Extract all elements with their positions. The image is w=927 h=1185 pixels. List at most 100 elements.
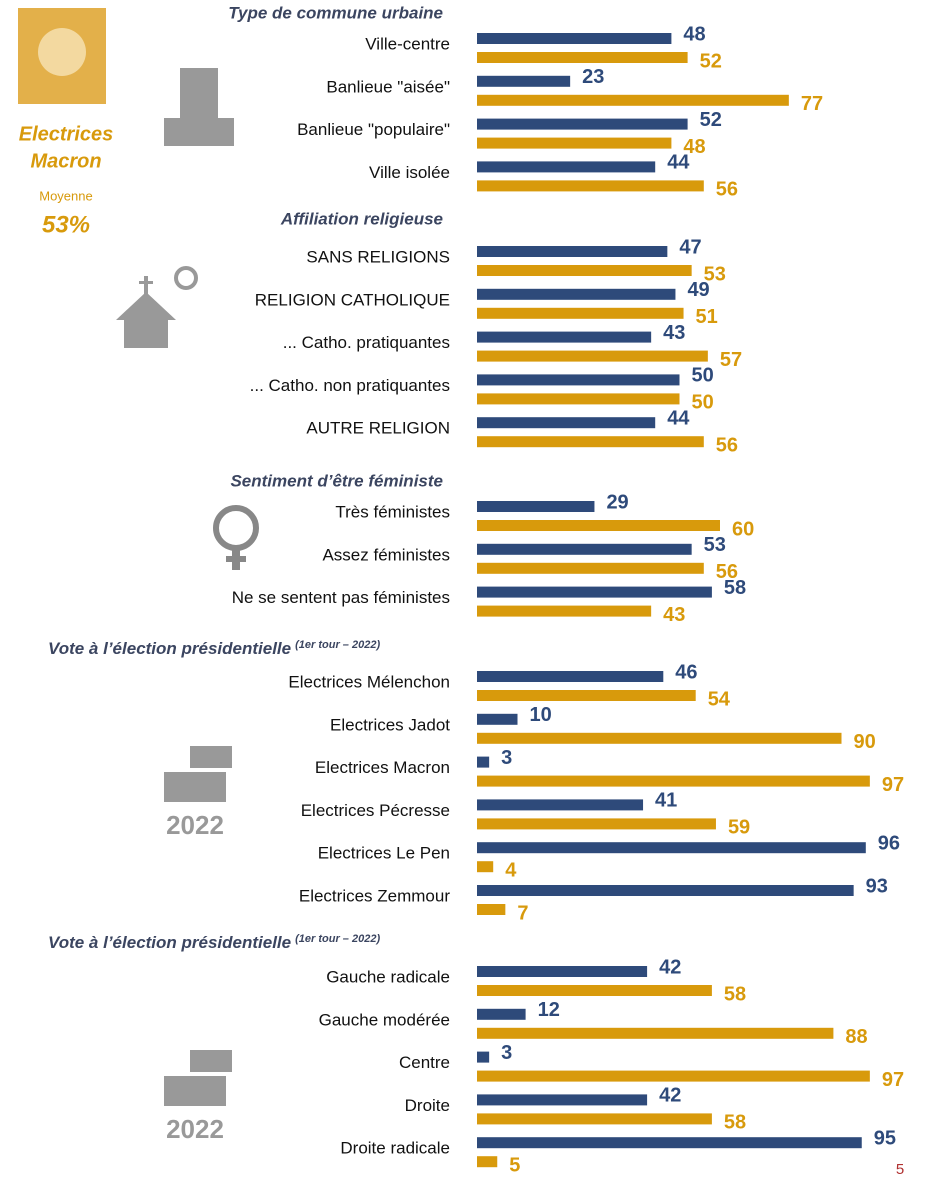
bar [477, 1051, 490, 1063]
value-label: 43 [663, 604, 685, 626]
value-label: 23 [582, 66, 604, 88]
ballot-icon: 2022 [164, 746, 232, 840]
section-title: Vote à l’élection présidentielle (1er tou… [48, 933, 380, 953]
value-label: 3 [501, 747, 512, 769]
value-label: 96 [878, 832, 900, 854]
section-title: Affiliation religieuse [280, 209, 443, 228]
bar [477, 265, 692, 276]
bar [477, 331, 652, 343]
bar [477, 436, 704, 448]
value-label: 48 [683, 136, 705, 158]
bar [477, 137, 672, 149]
bar [477, 374, 680, 386]
bar [477, 1027, 834, 1039]
bar [477, 75, 571, 87]
value-label: 95 [874, 1127, 896, 1149]
bar [477, 1137, 862, 1149]
category-label: ... Catho. pratiquantes [283, 333, 450, 352]
section-subtitle: (1er tour – 2022) [295, 933, 380, 945]
bar [477, 562, 704, 574]
category-label: Banlieue "aisée" [326, 77, 450, 96]
bar [477, 1113, 712, 1125]
value-label: 10 [530, 704, 552, 726]
average-label: Moyenne [39, 188, 92, 203]
section-title: Type de commune urbaine [228, 3, 443, 22]
value-label: 41 [655, 790, 677, 812]
value-label: 47 [679, 236, 701, 258]
bar [477, 307, 684, 319]
bar [477, 605, 652, 617]
bar [477, 1156, 498, 1168]
bar [477, 288, 676, 300]
bar [477, 671, 664, 682]
value-label: 56 [716, 179, 738, 201]
svg-text:2022: 2022 [166, 1114, 224, 1144]
value-label: 57 [720, 349, 742, 371]
value-label: 51 [696, 306, 718, 328]
bar [477, 966, 648, 977]
sidebar-title: Electrices [19, 123, 114, 145]
bar [477, 904, 506, 915]
value-label: 88 [845, 1026, 867, 1048]
category-label: Gauche modérée [319, 1010, 450, 1029]
bar [477, 520, 720, 531]
value-label: 97 [882, 1069, 904, 1091]
category-label: Electrices Le Pen [318, 844, 450, 863]
value-label: 44 [667, 407, 690, 429]
category-label: Très féministes [335, 502, 450, 521]
value-label: 56 [716, 434, 738, 456]
value-label: 52 [700, 50, 722, 72]
bar [477, 246, 668, 257]
value-label: 48 [683, 23, 705, 45]
bar [477, 1008, 526, 1020]
category-label: Electrices Macron [315, 758, 450, 777]
value-label: 50 [692, 365, 714, 387]
category-label: RELIGION CATHOLIQUE [255, 290, 450, 309]
category-label: Electrices Mélenchon [288, 672, 450, 691]
value-label: 52 [700, 109, 722, 131]
portrait-face [38, 28, 86, 76]
bar [477, 690, 696, 701]
value-label: 44 [667, 152, 690, 174]
bar [477, 417, 656, 429]
bar [477, 118, 688, 130]
bar [477, 985, 712, 996]
bar [477, 180, 704, 192]
bar [477, 1094, 648, 1106]
category-label: Ville isolée [369, 163, 450, 182]
bar [477, 885, 854, 896]
ballot-icon: 2022 [164, 1050, 232, 1144]
value-label: 53 [704, 534, 726, 556]
sidebar-title: Macron [30, 150, 101, 172]
category-label: AUTRE RELIGION [306, 419, 450, 438]
value-label: 12 [538, 999, 560, 1021]
bar [477, 713, 518, 725]
category-label: Gauche radicale [326, 967, 450, 986]
value-label: 42 [659, 956, 681, 978]
bar [477, 799, 644, 811]
value-label: 4 [505, 859, 517, 881]
section-title: Vote à l’élection présidentielle (1er tou… [48, 639, 380, 659]
section-title: Vote à l’élection présidentielle [48, 639, 291, 658]
value-label: 7 [517, 902, 528, 924]
bar [477, 842, 866, 854]
section-title: Sentiment d’être féministe [230, 471, 443, 490]
value-label: 54 [708, 688, 731, 710]
bar [477, 818, 716, 830]
bar [477, 861, 494, 873]
value-label: 5 [509, 1154, 520, 1176]
bar [477, 501, 595, 512]
value-label: 43 [663, 322, 685, 344]
value-label: 49 [687, 279, 709, 301]
bar [477, 1070, 870, 1082]
section-subtitle: (1er tour – 2022) [295, 639, 380, 651]
church-icon [116, 266, 198, 348]
bar [477, 775, 870, 787]
value-label: 3 [501, 1042, 512, 1064]
section-title: Vote à l’élection présidentielle [48, 933, 291, 952]
value-label: 29 [606, 491, 628, 513]
value-label: 59 [728, 817, 750, 839]
building-icon [164, 68, 234, 146]
value-label: 56 [716, 561, 738, 583]
category-label: Banlieue "populaire" [297, 120, 450, 139]
